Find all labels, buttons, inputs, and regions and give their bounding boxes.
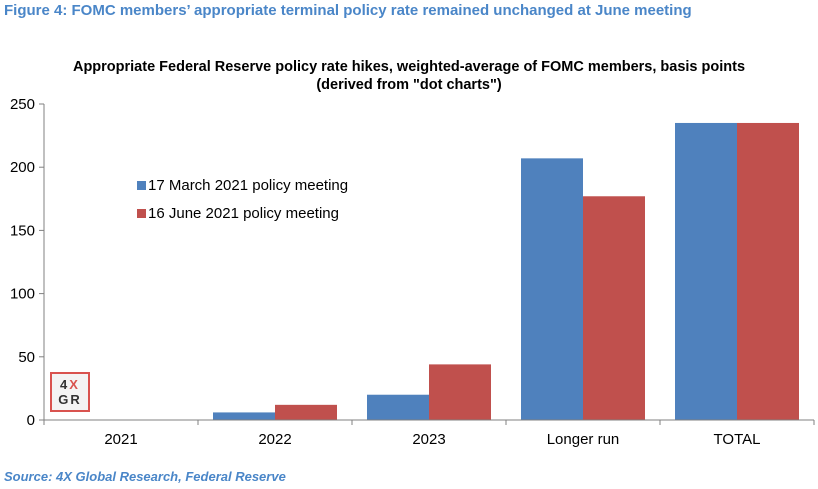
bars-layer xyxy=(213,122,799,421)
y-tick-label: 250 xyxy=(10,96,35,113)
logo-char: X xyxy=(69,377,80,392)
chart-subtitle: (derived from "dot charts") xyxy=(316,77,502,93)
y-tick-label: 0 xyxy=(27,412,35,429)
logo-row-bottom: GR xyxy=(58,392,82,407)
figure-heading: Figure 4: FOMC members’ appropriate term… xyxy=(4,2,692,19)
logo-char: G xyxy=(58,392,71,407)
x-tick-label: 2022 xyxy=(258,431,291,448)
bar-june-2022 xyxy=(275,404,337,420)
legend-label: 17 March 2021 policy meeting xyxy=(148,177,348,194)
legend-swatch xyxy=(137,181,146,190)
legend-swatch xyxy=(137,209,146,218)
x-tick-label: 2021 xyxy=(104,431,137,448)
legend-label: 16 June 2021 policy meeting xyxy=(148,205,339,222)
y-tick-label: 200 xyxy=(10,159,35,176)
x-tick-label: TOTAL xyxy=(714,431,761,448)
source-note: Source: 4X Global Research, Federal Rese… xyxy=(4,469,286,484)
bar-march-2022 xyxy=(213,412,275,420)
bar-june-2023 xyxy=(429,364,491,420)
logo-char: R xyxy=(70,392,82,407)
bar-march-longer-run xyxy=(521,158,583,421)
logo-char: 4 xyxy=(60,377,70,392)
axes-layer: 0 50 100 150 200 250 2021 2022 2023 Longer run TOT… xyxy=(10,96,815,448)
y-tick-label: 50 xyxy=(18,349,35,366)
bar-june-total xyxy=(737,122,799,421)
x-tick-label: 2023 xyxy=(412,431,445,448)
chart-title-block: Appropriate Federal Reserve policy rate … xyxy=(0,58,818,94)
logo-4xgr: 4X GR xyxy=(50,372,90,412)
bar-march-2023 xyxy=(367,394,429,420)
bar-june-longer-run xyxy=(583,196,645,420)
y-tick-label: 150 xyxy=(10,222,35,239)
x-tick-label: Longer run xyxy=(547,431,620,448)
logo-row-top: 4X xyxy=(60,377,80,392)
bar-march-total xyxy=(675,122,737,421)
chart-title: Appropriate Federal Reserve policy rate … xyxy=(72,59,746,75)
legend: 17 March 2021 policy meeting 16 June 2021… xyxy=(137,177,348,222)
y-tick-label: 100 xyxy=(10,286,35,303)
